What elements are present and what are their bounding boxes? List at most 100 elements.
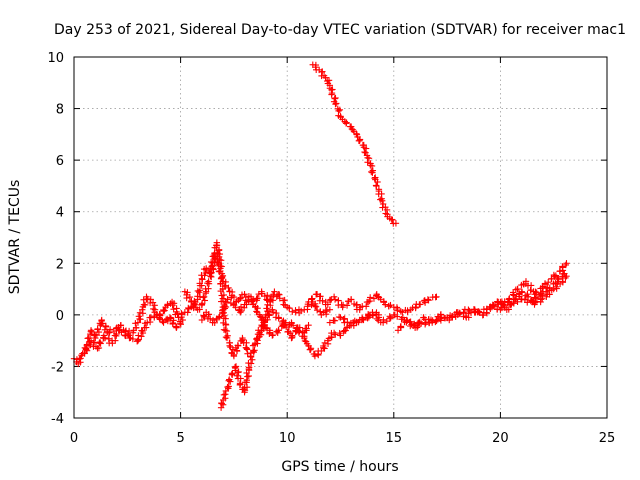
data-point	[475, 308, 482, 315]
data-point	[220, 391, 228, 399]
chart-title: Day 253 of 2021, Sidereal Day-to-day VTE…	[54, 22, 626, 38]
data-point	[84, 335, 91, 342]
data-point	[223, 334, 231, 342]
data-point	[303, 325, 310, 332]
data-point	[218, 274, 226, 282]
axis-ticks: 0 5 10 15 20 25 -4 -2 0 2 4 6 8 10	[47, 51, 615, 446]
data-point	[416, 301, 424, 308]
plot-frame	[73, 56, 608, 419]
data-points	[70, 61, 570, 411]
data-point	[183, 294, 190, 302]
data-point	[217, 287, 224, 295]
data-point	[420, 297, 428, 305]
data-point	[169, 301, 176, 309]
data-point	[380, 298, 388, 305]
data-point	[247, 360, 255, 367]
x-tick-label: 15	[386, 431, 403, 446]
data-point	[137, 316, 144, 323]
data-point	[347, 296, 355, 303]
data-point	[225, 284, 232, 292]
data-point	[253, 295, 260, 302]
data-point	[382, 301, 389, 308]
data-point	[322, 74, 329, 81]
data-point	[91, 339, 98, 346]
data-point	[387, 314, 394, 321]
data-point	[563, 260, 570, 267]
data-point	[87, 328, 95, 335]
data-point	[83, 347, 91, 354]
data-point	[153, 311, 161, 319]
data-point	[226, 342, 233, 349]
data-point	[237, 303, 245, 311]
data-point	[176, 318, 184, 325]
data-point	[374, 178, 381, 186]
x-tick-label: 25	[599, 431, 616, 446]
data-point	[77, 355, 84, 362]
data-point	[200, 293, 208, 301]
data-point	[135, 332, 142, 339]
data-point	[416, 318, 423, 326]
data-point	[269, 308, 277, 316]
data-point	[139, 327, 146, 335]
data-point	[96, 338, 104, 346]
data-point	[368, 162, 376, 170]
data-point	[236, 381, 244, 389]
data-point	[508, 300, 515, 308]
series-track-g	[305, 291, 440, 316]
series-track-c	[181, 239, 255, 360]
data-point	[328, 91, 335, 98]
data-point	[97, 340, 104, 347]
data-point	[336, 106, 344, 114]
data-point	[224, 295, 231, 303]
data-point	[392, 220, 400, 227]
data-point	[322, 308, 329, 315]
data-point	[340, 316, 347, 323]
x-tick-label: 20	[492, 431, 509, 446]
series-track-b	[81, 311, 186, 357]
data-point	[151, 312, 158, 320]
data-point	[372, 182, 380, 189]
data-point	[343, 302, 351, 309]
data-point	[275, 315, 282, 322]
data-point	[233, 372, 241, 379]
data-point	[559, 264, 566, 271]
data-point	[490, 302, 497, 309]
data-point	[456, 309, 463, 317]
data-point	[378, 197, 386, 204]
data-point	[506, 301, 514, 308]
data-point	[113, 330, 120, 338]
data-point	[368, 168, 375, 176]
data-point	[202, 266, 210, 273]
data-point	[156, 315, 163, 322]
data-point	[251, 347, 258, 354]
data-point	[518, 289, 526, 296]
data-point	[254, 337, 261, 344]
data-point	[527, 287, 534, 294]
data-point	[205, 278, 212, 285]
data-point	[332, 331, 339, 338]
data-point	[208, 269, 215, 276]
data-point	[359, 315, 366, 323]
data-point	[320, 342, 327, 350]
data-point	[465, 310, 472, 317]
data-point	[205, 285, 212, 292]
data-point	[293, 324, 301, 331]
y-tick-label: 4	[56, 206, 64, 221]
data-point	[311, 302, 319, 310]
data-point	[161, 307, 168, 314]
data-point	[505, 306, 512, 313]
data-point	[217, 280, 224, 288]
data-point	[275, 327, 282, 334]
y-tick-label: 8	[56, 103, 64, 118]
data-point	[365, 298, 372, 306]
data-point	[215, 247, 223, 254]
data-point	[222, 391, 229, 398]
data-point	[179, 316, 186, 324]
data-point	[218, 263, 225, 270]
data-point	[215, 253, 223, 261]
data-point	[253, 308, 260, 315]
data-point	[397, 323, 405, 330]
data-point	[222, 303, 230, 311]
data-point	[331, 95, 338, 102]
data-point	[366, 294, 374, 301]
